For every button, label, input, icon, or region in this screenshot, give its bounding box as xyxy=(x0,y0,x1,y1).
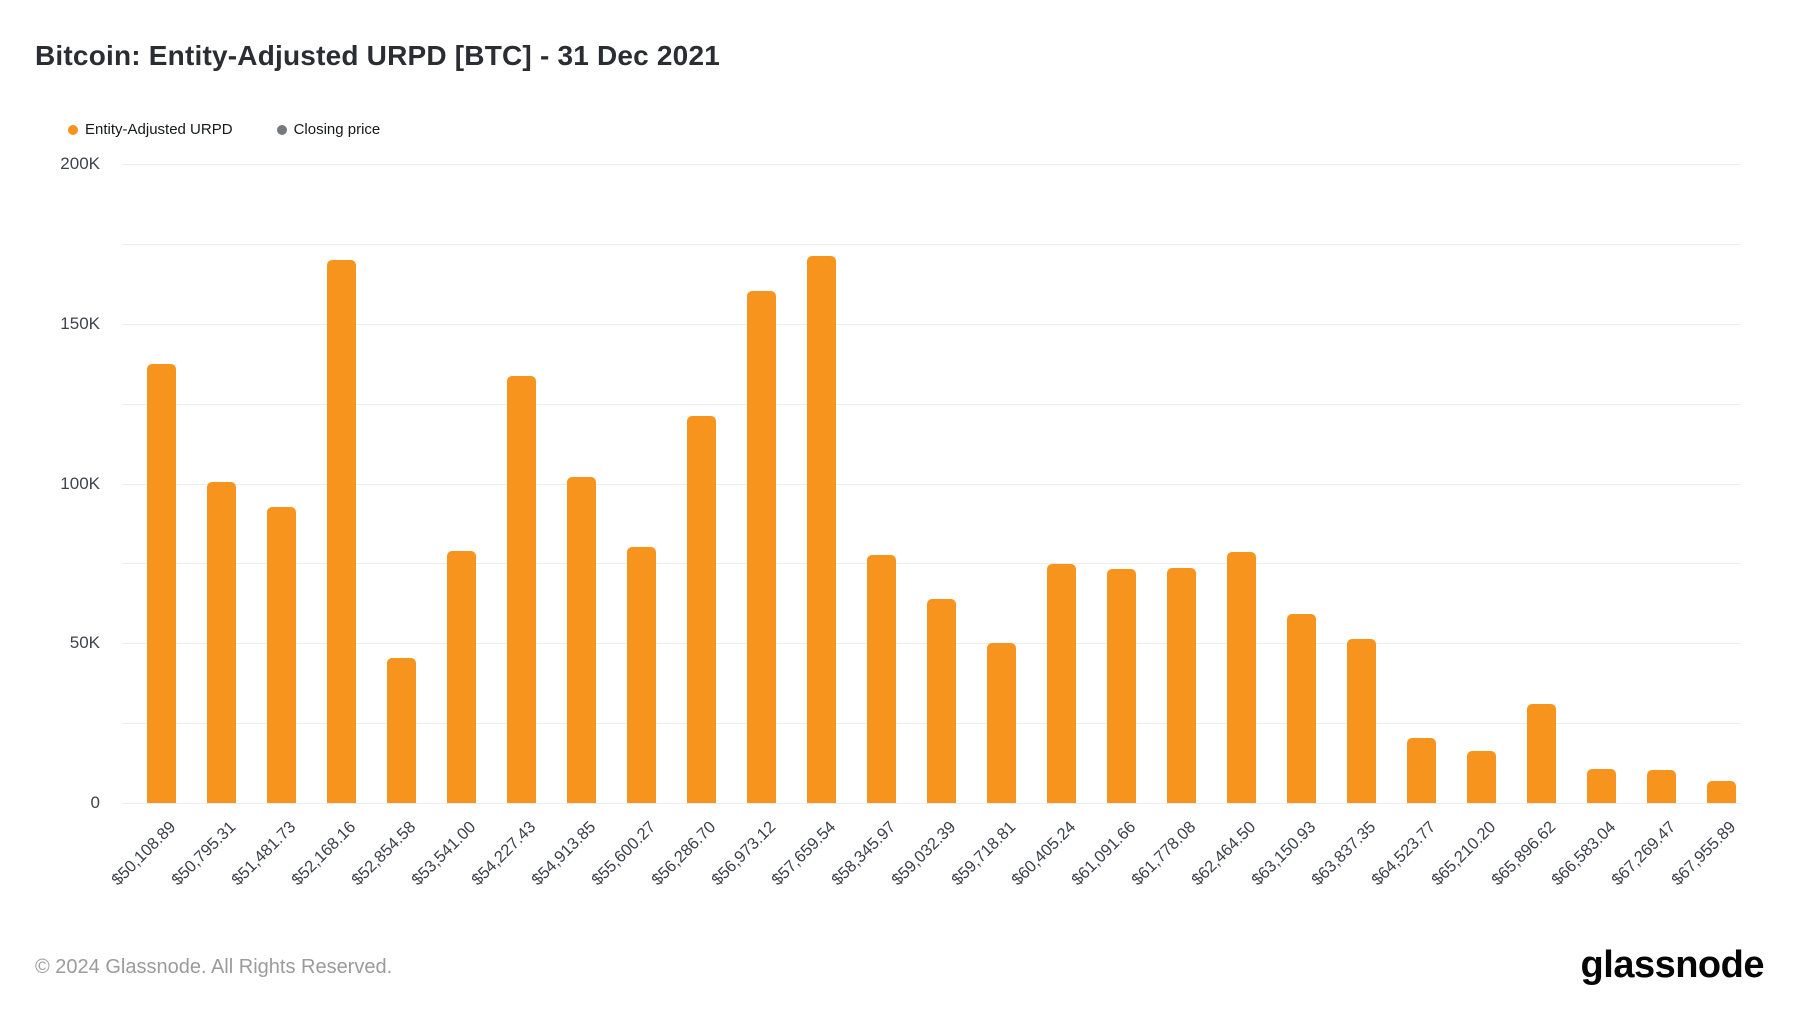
x-axis-tick-label: $61,091.66 xyxy=(1068,818,1140,890)
x-axis-tick-label: $65,210.20 xyxy=(1428,818,1500,890)
x-axis-tick-label: $59,032.39 xyxy=(888,818,960,890)
x-axis-tick-label: $61,778.08 xyxy=(1128,818,1200,890)
bar[interactable] xyxy=(1706,780,1736,803)
bar[interactable] xyxy=(1286,614,1316,803)
bar[interactable] xyxy=(926,599,956,803)
x-axis-tick-label: $53,541.00 xyxy=(408,818,480,890)
gridline xyxy=(122,164,1740,165)
bar[interactable] xyxy=(1646,770,1676,803)
bar[interactable] xyxy=(446,550,476,803)
x-axis-tick-label: $65,896.62 xyxy=(1488,818,1560,890)
x-axis-tick-label: $55,600.27 xyxy=(588,818,660,890)
x-axis-tick-label: $52,168.16 xyxy=(288,818,360,890)
glassnode-logo: glassnode xyxy=(1580,944,1765,986)
bar[interactable] xyxy=(866,554,896,803)
legend-item-label: Entity-Adjusted URPD xyxy=(85,121,233,138)
x-axis-tick-label: $51,481.73 xyxy=(228,818,300,890)
x-axis-tick-label: $52,854.58 xyxy=(348,818,420,890)
x-axis-tick-label: $57,659.54 xyxy=(768,818,840,890)
bar[interactable] xyxy=(1166,568,1196,803)
bar[interactable] xyxy=(1046,564,1076,803)
x-axis-tick-label: $63,837.35 xyxy=(1308,818,1380,890)
gridline xyxy=(122,483,1740,485)
bar[interactable] xyxy=(206,481,236,803)
x-axis-tick-label: $66,583.04 xyxy=(1548,818,1620,890)
legend-item-entity-adjusted-urpd[interactable]: Entity-Adjusted URPD xyxy=(68,121,233,138)
y-axis-tick-label: 100K xyxy=(60,473,100,493)
bar[interactable] xyxy=(806,256,836,803)
bar[interactable] xyxy=(1406,738,1436,803)
legend: Entity-Adjusted URPD Closing price xyxy=(68,121,380,138)
bar[interactable] xyxy=(626,547,656,803)
bar[interactable] xyxy=(1586,769,1616,803)
bar[interactable] xyxy=(386,657,416,803)
bar[interactable] xyxy=(1226,551,1256,803)
bar[interactable] xyxy=(1466,750,1496,803)
x-axis-tick-label: $60,405.24 xyxy=(1008,818,1080,890)
gridline xyxy=(122,323,1740,325)
x-axis-tick-label: $54,913.85 xyxy=(528,818,600,890)
y-axis-tick-label: 0 xyxy=(90,793,100,812)
legend-series-dot-icon xyxy=(276,124,287,135)
bar[interactable] xyxy=(1346,639,1376,803)
y-axis-tick-label: 200K xyxy=(60,154,100,173)
bar[interactable] xyxy=(566,477,596,803)
gridline xyxy=(122,563,1740,565)
bar[interactable] xyxy=(746,291,776,803)
x-axis-tick-label: $54,227.43 xyxy=(468,818,540,890)
x-axis-tick-label: $58,345.97 xyxy=(828,818,900,890)
legend-item-label: Closing price xyxy=(293,121,381,138)
y-axis-tick-label: 50K xyxy=(69,633,100,653)
bar[interactable] xyxy=(1106,568,1136,803)
x-axis-tick-label: $56,973.12 xyxy=(708,818,780,890)
x-axis-tick-label: $67,269.47 xyxy=(1608,818,1680,890)
x-axis-tick-label: $50,108.89 xyxy=(108,818,180,890)
bar[interactable] xyxy=(1526,703,1556,803)
copyright-text: © 2024 Glassnode. All Rights Reserved. xyxy=(35,956,393,978)
bar[interactable] xyxy=(146,364,176,803)
bar[interactable] xyxy=(686,416,716,803)
x-axis-tick-label: $62,464.50 xyxy=(1188,818,1260,890)
x-axis-tick-label: $50,795.31 xyxy=(168,818,240,890)
legend-series-dot-icon xyxy=(68,124,78,135)
x-axis-tick-label: $59,718.81 xyxy=(948,818,1020,890)
bar[interactable] xyxy=(506,375,536,803)
x-axis-tick-label: $67,955.89 xyxy=(1668,818,1740,890)
gridline xyxy=(122,403,1740,405)
y-axis-tick-label: 150K xyxy=(60,313,100,333)
bar[interactable] xyxy=(266,507,296,803)
chart-title: Bitcoin: Entity-Adjusted URPD [BTC] - 31… xyxy=(35,40,720,71)
x-axis-tick-label: $64,523.77 xyxy=(1368,818,1440,890)
x-axis-tick-label: $63,150.93 xyxy=(1248,818,1320,890)
bar[interactable] xyxy=(326,259,356,803)
bar[interactable] xyxy=(986,643,1016,803)
legend-item-closing-price[interactable]: Closing price xyxy=(276,121,381,138)
x-axis-tick-label: $56,286.70 xyxy=(648,818,720,890)
gridline xyxy=(122,243,1740,245)
gridline xyxy=(122,803,1740,804)
